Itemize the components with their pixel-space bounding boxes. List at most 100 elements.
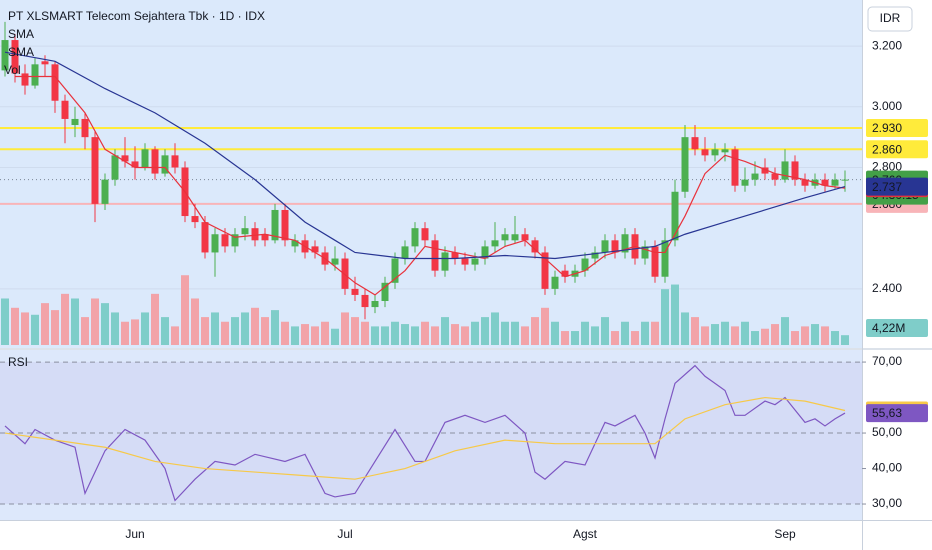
candle-body <box>221 234 229 247</box>
candle-body <box>121 155 129 162</box>
volume-bar <box>501 321 509 345</box>
volume-bar <box>41 303 49 345</box>
candle-body <box>421 228 429 241</box>
volume-bar <box>831 331 839 345</box>
volume-bar <box>521 326 529 345</box>
volume-bar <box>221 321 229 345</box>
volume-bar <box>151 293 159 345</box>
candle-body <box>241 228 249 235</box>
candle-body <box>641 246 649 259</box>
volume-bar <box>641 321 649 345</box>
candle-body <box>691 137 699 150</box>
candle-body <box>741 179 749 186</box>
volume-bar <box>481 317 489 345</box>
volume-bar <box>681 312 689 345</box>
volume-bar <box>561 331 569 345</box>
candle-body <box>161 155 169 174</box>
candle-body <box>771 173 779 180</box>
volume-bar <box>381 326 389 345</box>
volume-bar <box>411 326 419 345</box>
rsi-line <box>4 364 846 502</box>
candle-body <box>781 161 789 180</box>
x-tick-label: Sep <box>774 527 796 541</box>
volume-bar <box>161 317 169 345</box>
volume-bar <box>511 321 519 345</box>
candle-body <box>441 252 449 271</box>
volume-bar <box>601 317 609 345</box>
candle-body <box>371 301 379 308</box>
candle-body <box>801 179 809 186</box>
candle-body <box>821 179 829 186</box>
rsi-last-label-box <box>866 404 928 423</box>
candle-body <box>521 234 529 241</box>
volume-bar <box>801 326 809 345</box>
candle-body <box>671 191 679 241</box>
candle-body <box>361 294 369 308</box>
rsi-line <box>4 396 846 480</box>
volume-bar <box>291 326 299 345</box>
sma-last-label: 2.737 <box>872 180 902 194</box>
candle-body <box>101 179 109 204</box>
volume-bar <box>581 321 589 345</box>
volume-bar <box>791 331 799 345</box>
candle-body <box>271 209 279 241</box>
candle-body <box>601 240 609 253</box>
legend-entry: SMA <box>8 27 34 41</box>
y-tick-label: 40,00 <box>872 461 902 475</box>
volume-bar <box>761 328 769 345</box>
y-tick-label: 50,00 <box>872 425 902 439</box>
candle-body <box>481 246 489 259</box>
candle-body <box>501 234 509 241</box>
candle-body <box>11 40 19 74</box>
y-tick-label: 2.400 <box>872 281 902 295</box>
hline-label-box <box>866 140 928 159</box>
volume-bar <box>1 298 9 345</box>
volume-bar <box>121 321 129 345</box>
plot-layer <box>0 21 862 505</box>
volume-bar <box>631 331 639 345</box>
candle-body <box>561 270 569 277</box>
volume-bar <box>751 331 759 345</box>
candle-body <box>591 252 599 259</box>
candle-body <box>151 149 159 174</box>
volume-bar <box>251 307 259 345</box>
y-tick-label: 30,00 <box>872 496 902 510</box>
candle-body <box>281 209 289 241</box>
volume-bar <box>331 328 339 345</box>
sma-line <box>15 75 846 296</box>
volume-bar <box>531 317 539 345</box>
candle-body <box>261 234 269 241</box>
candle-body <box>381 282 389 302</box>
candle-body <box>191 216 199 223</box>
volume-bar <box>691 317 699 345</box>
candle-body <box>341 258 349 289</box>
volume-bar <box>611 331 619 345</box>
hline-label: 2.860 <box>872 142 902 156</box>
rsi-pane <box>0 350 862 520</box>
volume-bar <box>471 321 479 345</box>
volume-bar <box>21 312 29 345</box>
volume-bar <box>91 298 99 345</box>
volume-bar <box>721 321 729 345</box>
candle-body <box>71 118 79 126</box>
candle-body <box>621 234 629 253</box>
candle-body <box>291 240 299 247</box>
volume-bar <box>661 289 669 345</box>
volume-bar <box>841 335 849 345</box>
volume-bar <box>431 326 439 345</box>
volume-bar <box>401 324 409 345</box>
volume-bar <box>281 321 289 345</box>
candle-body <box>491 240 499 247</box>
y-tick-label: 3.000 <box>872 99 902 113</box>
volume-last-label: 4,22M <box>872 321 905 335</box>
volume-bar <box>321 321 329 345</box>
candle-body <box>651 246 659 277</box>
currency-box[interactable] <box>867 6 913 32</box>
candle-body <box>791 161 799 180</box>
y-tick-label: 2.800 <box>872 160 902 174</box>
candle-body <box>731 149 739 186</box>
x-tick-label: Agst <box>573 527 598 541</box>
candle-body <box>211 234 219 253</box>
candle-body <box>451 252 459 259</box>
